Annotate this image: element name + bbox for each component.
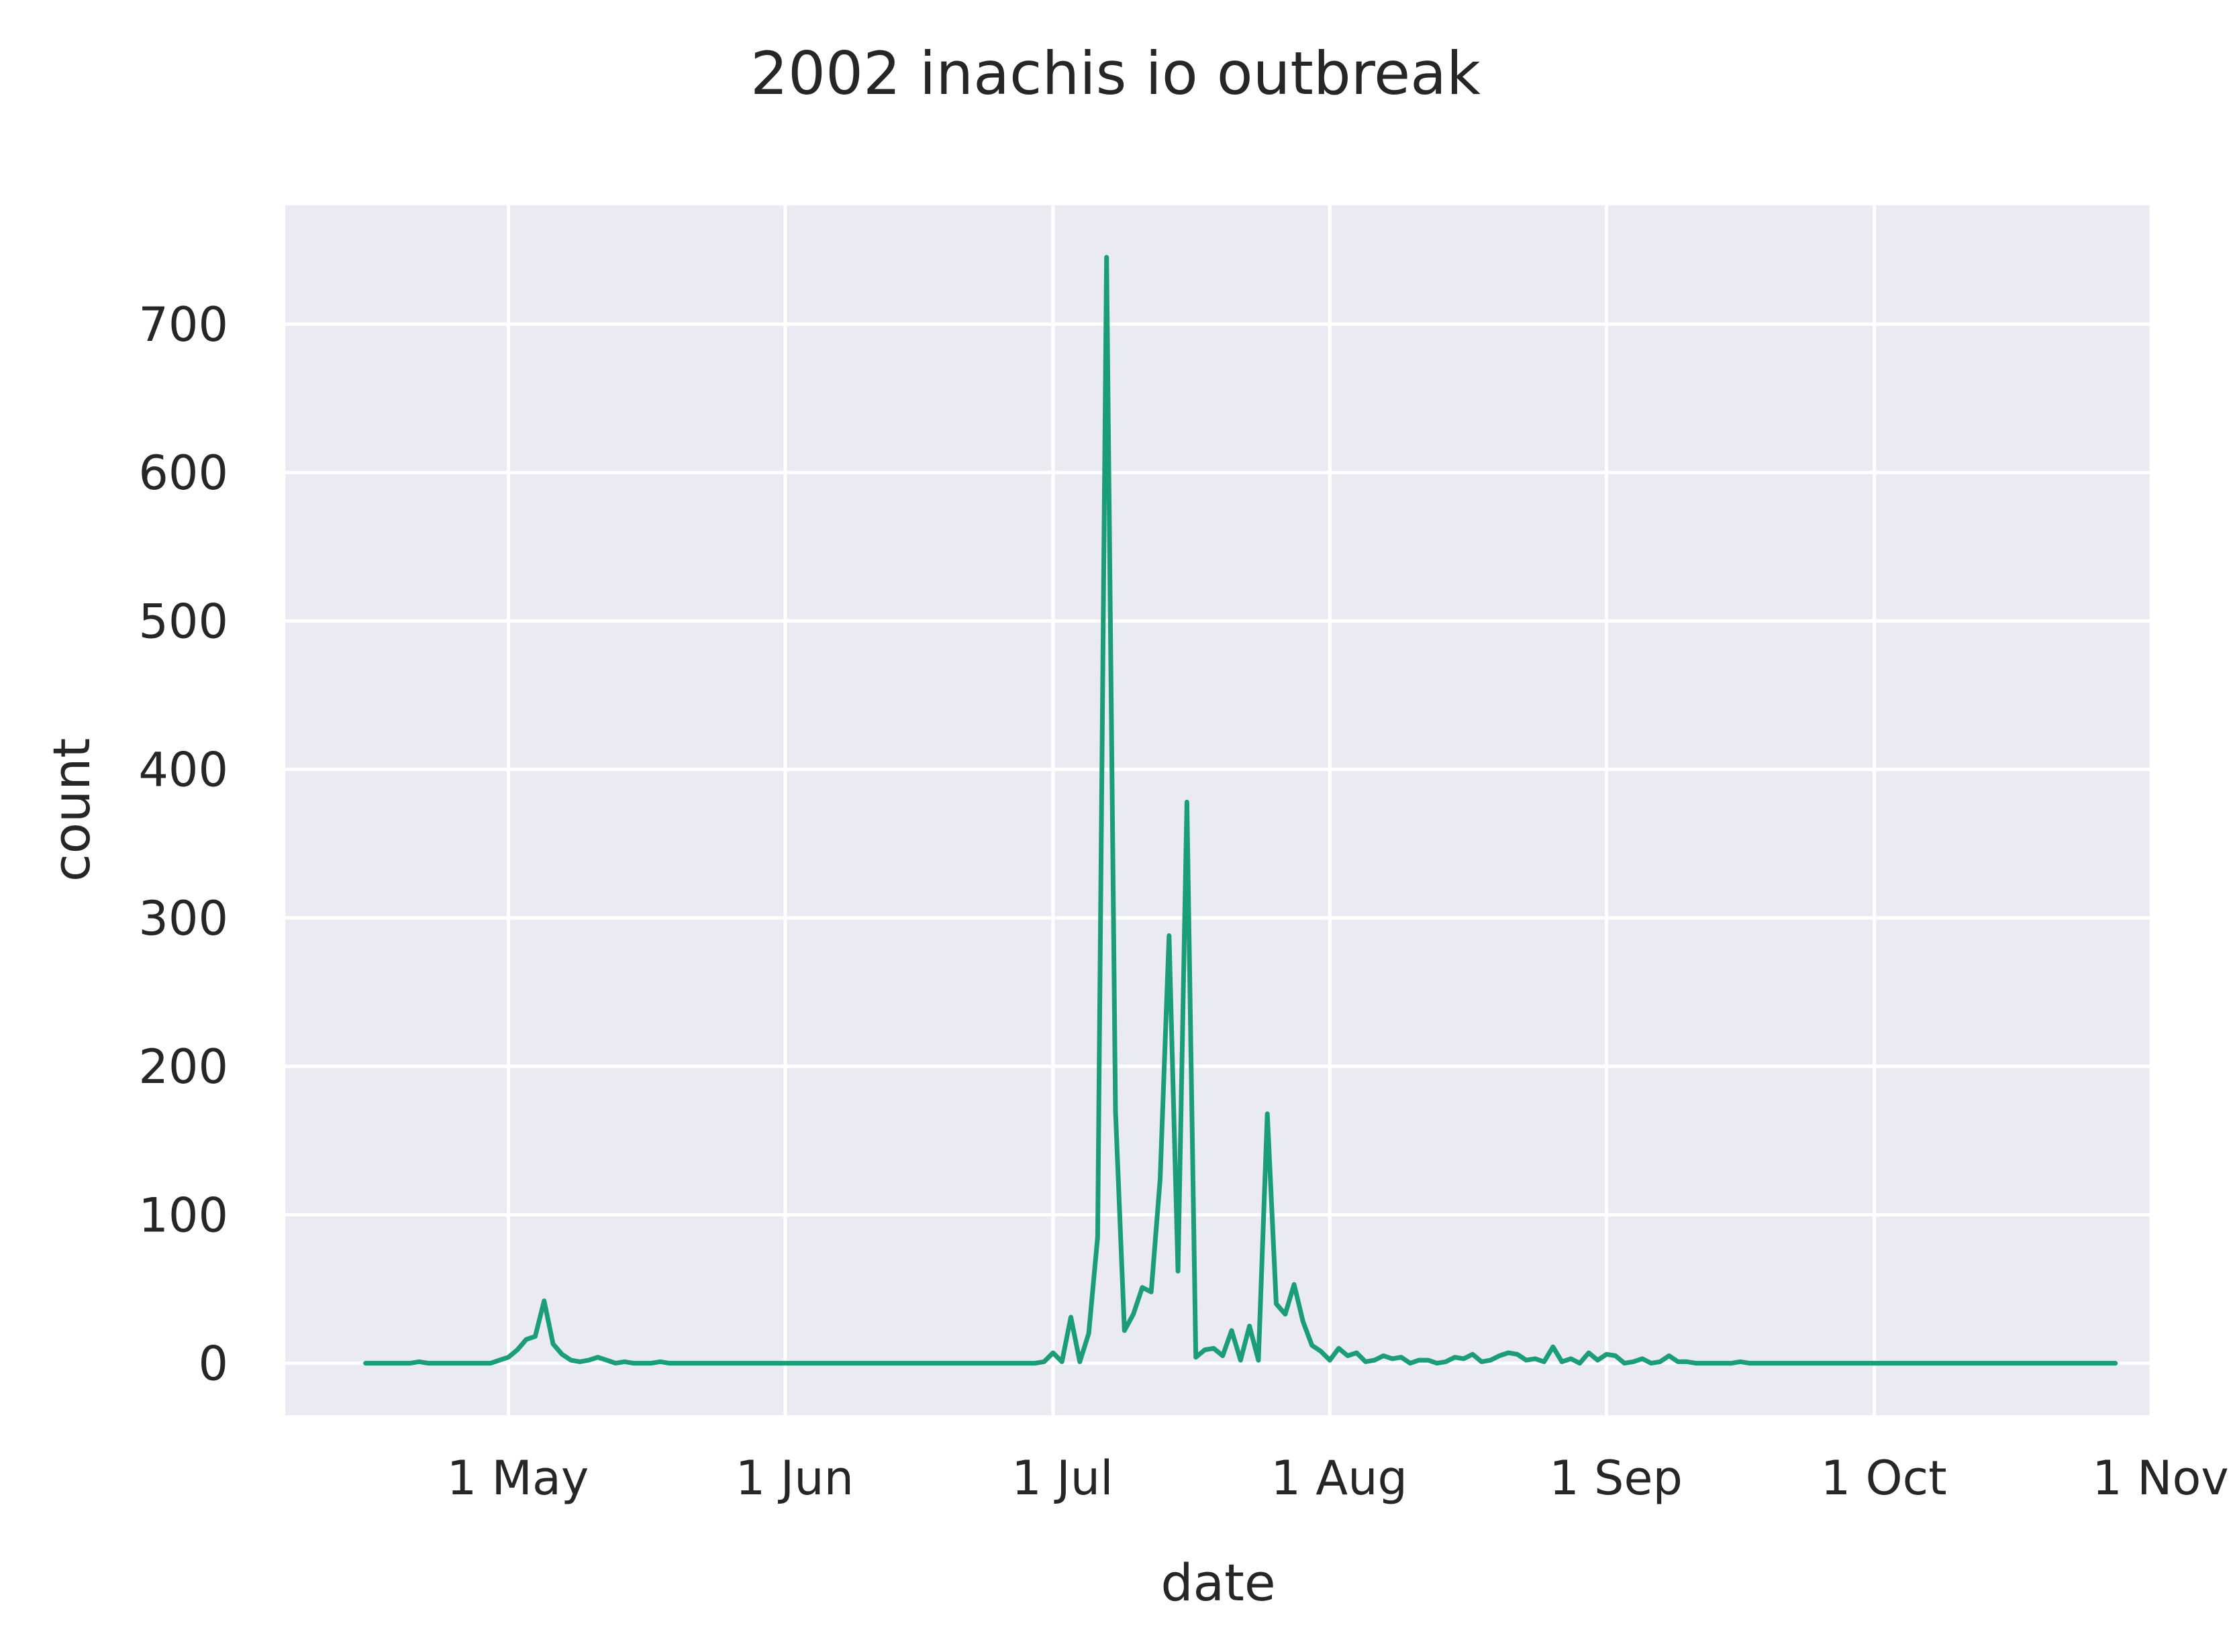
x-tick-label: 1 Jun — [736, 1451, 854, 1506]
series-line — [363, 254, 2118, 1366]
y-axis-label: count — [42, 738, 101, 882]
x-tick-label: 1 May — [447, 1451, 589, 1506]
x-tick-label: 1 Aug — [1271, 1451, 1407, 1506]
y-tick-label: 200 — [138, 1039, 228, 1094]
y-tick-label: 0 — [198, 1337, 228, 1392]
x-tick-labels: 1 May 1 Jun 1 Jul 1 Aug 1 Sep 1 Oct 1 Nov — [447, 1451, 2229, 1506]
y-tick-labels: 0 100 200 300 400 500 600 700 — [138, 297, 228, 1392]
y-tick-label: 700 — [138, 297, 228, 352]
plot-area — [285, 205, 2151, 1415]
y-tick-label: 100 — [138, 1188, 228, 1243]
x-tick-label: 1 Oct — [1821, 1451, 1947, 1506]
y-tick-label: 500 — [138, 594, 228, 649]
y-gridlines — [285, 322, 2151, 1365]
x-gridlines — [507, 205, 2153, 1415]
y-tick-label: 600 — [138, 446, 228, 501]
x-tick-label: 1 Jul — [1011, 1451, 1113, 1506]
x-axis-label: date — [1160, 1553, 1275, 1612]
y-tick-label: 300 — [138, 891, 228, 946]
x-tick-label: 1 Nov — [2092, 1451, 2228, 1506]
y-tick-label: 400 — [138, 743, 228, 798]
series-group — [363, 254, 2118, 1366]
chart-title: 2002 inachis io outbreak — [750, 39, 1481, 108]
x-tick-label: 1 Sep — [1549, 1451, 1683, 1506]
